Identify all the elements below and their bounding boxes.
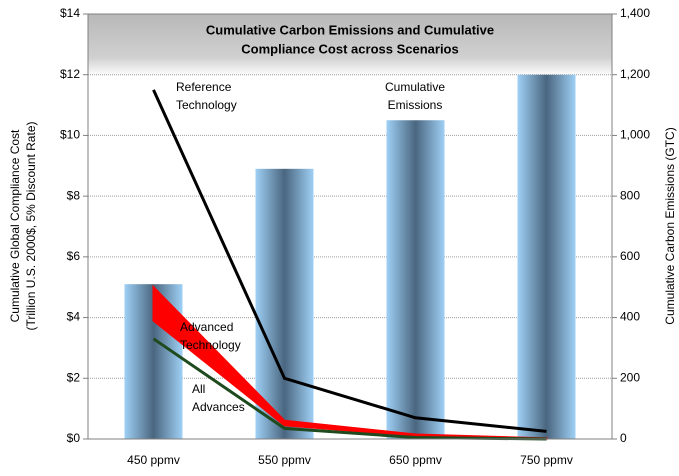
y-axis-label: Cumulative Global Compliance Cost [8,129,22,322]
line [152,89,547,433]
y2-tick-label: 1,400 [620,6,650,20]
title-band [88,14,612,76]
chart-title: Cumulative Carbon Emissions and Cumulati… [206,22,494,37]
y2-tick-label: 1,200 [620,67,650,81]
y-axis-label: (Trillion U.S. 2000$, 5% Discount Rate) [24,122,38,331]
y-tick-label: $10 [60,128,80,142]
bar [386,120,445,439]
y2-tick-label: 200 [620,370,640,384]
y2-tick-label: 600 [620,249,640,263]
y2-tick-label: 0 [620,431,627,445]
plot-border [87,13,613,440]
y-tick-label: $0 [67,431,81,445]
series-label: Cumulative [385,80,445,94]
y-tick-label: $12 [60,67,80,81]
series-label: All [192,382,205,396]
line [152,337,547,441]
y-tick-label: $2 [67,370,81,384]
chart-title: Compliance Cost across Scenarios [241,41,458,56]
x-tick-label: 550 ppmv [258,453,311,467]
y2-tick-label: 400 [620,310,640,324]
series-label: Reference [176,80,232,94]
y-tick-label: $14 [60,6,80,20]
y2-axis-label: Cumulative Carbon Emissions (GTC) [663,127,677,324]
bar [255,168,314,440]
y2-tick-label: 800 [620,188,640,202]
series-label: Advanced [180,320,233,334]
series-label: Technology [180,338,241,352]
y-tick-label: $6 [67,249,81,263]
x-tick-label: 450 ppmv [127,453,180,467]
series-label: Advances [192,400,245,414]
bar [517,74,576,439]
series-label: Technology [176,98,237,112]
y-tick-label: $8 [67,188,81,202]
series-label: Emissions [388,98,443,112]
x-tick-label: 750 ppmv [520,453,573,467]
y-tick-label: $4 [67,310,81,324]
y2-tick-label: 1,000 [620,128,650,142]
x-tick-label: 650 ppmv [389,453,442,467]
